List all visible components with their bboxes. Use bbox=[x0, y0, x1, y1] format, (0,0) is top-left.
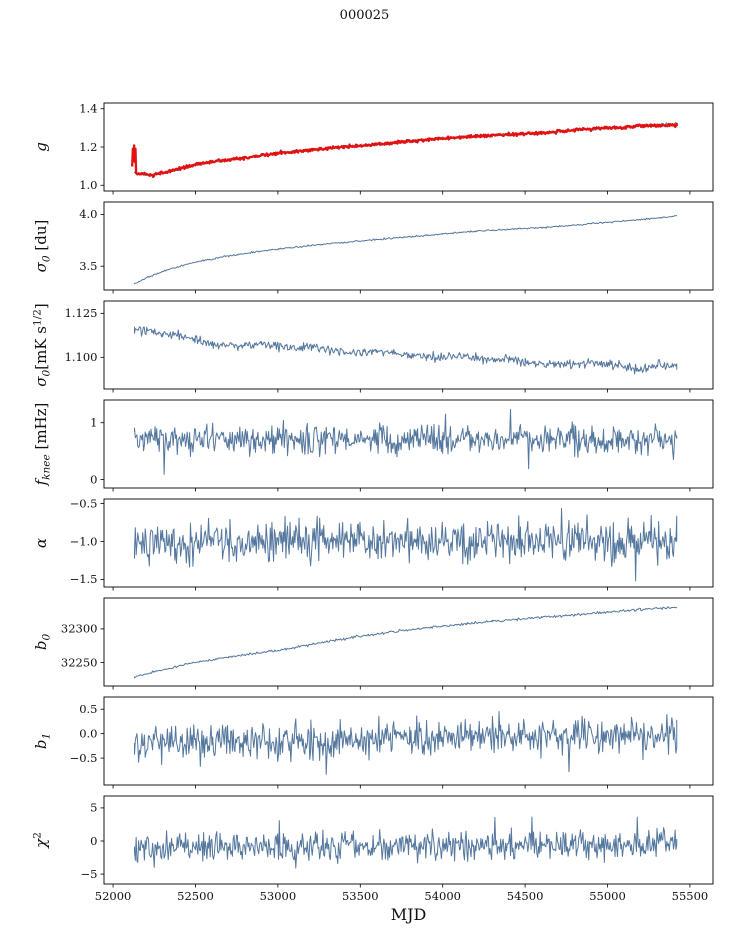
axes-frame bbox=[103, 498, 714, 588]
x-tick-label: 55000 bbox=[589, 889, 626, 903]
y-tick-label: 0.5 bbox=[79, 702, 97, 716]
x-tick-label: 54000 bbox=[424, 889, 461, 903]
chi2-line bbox=[133, 816, 678, 869]
y-tick-label: 3.5 bbox=[79, 259, 97, 273]
y-tick-label: 0.0 bbox=[79, 726, 97, 740]
x-tick-label: 53500 bbox=[342, 889, 379, 903]
y-tick-label: −0.5 bbox=[70, 496, 98, 510]
y-axis-label-chi2: χ2 bbox=[32, 832, 51, 849]
subplot-g: 1.0 1.2 1.4 g bbox=[32, 102, 714, 195]
y-tick-label: −0.5 bbox=[70, 751, 98, 765]
x-tick-label: 54500 bbox=[507, 889, 544, 903]
x-tick-label: 52500 bbox=[177, 889, 214, 903]
subplot-chi2: −5 0 5 52000 52500 53000 53500 54000 54500 55000 5… bbox=[32, 795, 714, 903]
x-tick-label: 53000 bbox=[260, 889, 297, 903]
y-tick-label: 1.0 bbox=[79, 178, 97, 192]
axes-frame bbox=[103, 300, 714, 390]
y-tick-label: 1.4 bbox=[79, 102, 97, 116]
y-axis-label-fknee: fknee [mHz] bbox=[32, 403, 53, 487]
y-tick-label: 32250 bbox=[61, 655, 98, 669]
subplot-alpha: −1.5 −1.0 −0.5 α bbox=[32, 496, 714, 591]
y-tick-label: 4.0 bbox=[79, 207, 97, 221]
sigma0-du-line bbox=[133, 215, 678, 285]
fknee-line bbox=[133, 408, 678, 475]
subplot-fknee: 0 1 fknee [mHz] bbox=[32, 399, 714, 492]
y-axis-label-sigma0-mks: σ0[mK s1/2] bbox=[32, 303, 53, 386]
x-axis-label: MJD bbox=[391, 905, 427, 924]
axes-frame bbox=[103, 201, 714, 291]
subplot-b1: −0.5 0.0 0.5 b1 bbox=[32, 696, 714, 789]
y-axis-label-b1: b1 bbox=[32, 733, 53, 749]
b0-line bbox=[133, 606, 678, 679]
axes-frame bbox=[103, 696, 714, 786]
y-axis-label-g: g bbox=[32, 142, 50, 152]
x-tick-label: 52000 bbox=[95, 889, 132, 903]
y-tick-label: −5 bbox=[81, 867, 98, 881]
subplot-b0: 32250 32300 b0 bbox=[32, 597, 714, 690]
figure-title: 000025 bbox=[339, 8, 390, 23]
axes-frame bbox=[103, 795, 714, 885]
x-tick-label: 55500 bbox=[672, 889, 709, 903]
subplot-sigma0-du: 3.5 4.0 σ0 [du] bbox=[32, 201, 714, 294]
sigma0-mks-line bbox=[133, 326, 678, 375]
y-tick-label: 0 bbox=[90, 472, 97, 486]
y-tick-label: 32300 bbox=[61, 622, 98, 636]
b1-line bbox=[133, 711, 678, 775]
axes-frame bbox=[103, 102, 714, 192]
y-axis-label-alpha: α bbox=[32, 538, 50, 548]
alpha-line bbox=[133, 508, 678, 582]
axes-frame bbox=[103, 399, 714, 489]
g-fit-line bbox=[131, 122, 678, 179]
y-tick-label: 1 bbox=[90, 416, 97, 430]
y-tick-label: 1.2 bbox=[79, 140, 97, 154]
y-tick-label: 0 bbox=[90, 834, 97, 848]
axes-frame bbox=[103, 597, 714, 687]
y-tick-label: 1.125 bbox=[65, 306, 98, 320]
y-tick-label: 5 bbox=[90, 801, 97, 815]
y-tick-label: 1.100 bbox=[65, 350, 98, 364]
y-tick-label: −1.5 bbox=[70, 572, 98, 586]
y-tick-label: −1.0 bbox=[70, 534, 98, 548]
y-axis-label-b0: b0 bbox=[32, 634, 53, 651]
y-axis-label-sigma0-du: σ0 [du] bbox=[32, 220, 53, 273]
subplot-sigma0-mks: 1.100 1.125 σ0[mK s1/2] bbox=[32, 300, 714, 393]
g-model-line bbox=[133, 121, 678, 177]
